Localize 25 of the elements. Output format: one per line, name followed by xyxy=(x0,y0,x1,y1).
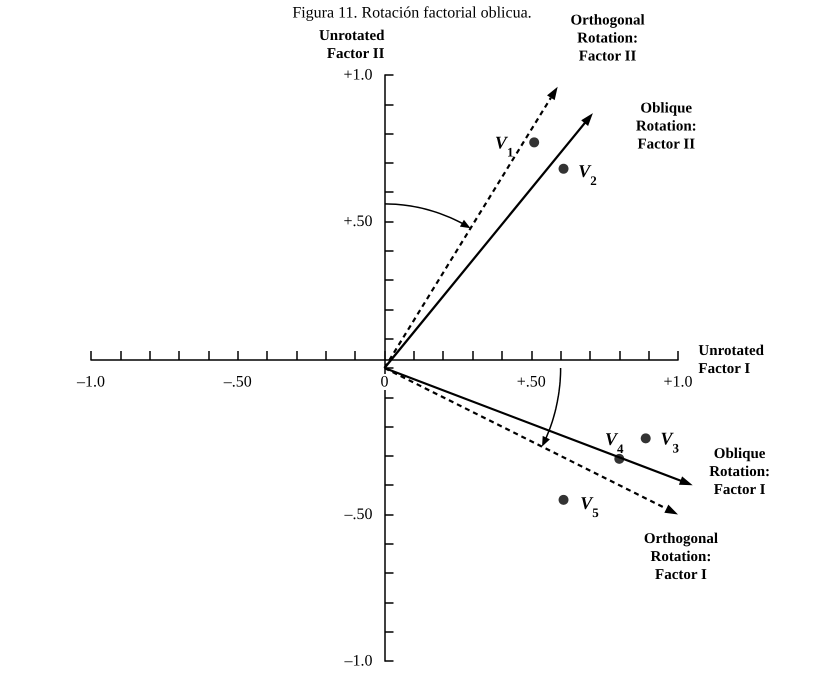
x-tick-label: 0 xyxy=(380,374,388,390)
annotation: V$_{4}$ xyxy=(605,428,624,456)
x-tick-label: +.50 xyxy=(516,374,546,390)
annotation: Orthogonal Rotation: Factor I xyxy=(644,531,718,584)
point xyxy=(640,433,651,444)
annotation: V$_{5}$ xyxy=(580,492,600,520)
point xyxy=(529,137,540,148)
chart-title: Figura 11. Rotación factorial oblicua. xyxy=(292,4,532,22)
annotation: Oblique Rotation: Factor II xyxy=(636,100,697,152)
y-tick-label: +1.0 xyxy=(343,66,372,84)
x-tick-label: +1.0 xyxy=(663,374,693,390)
y-tick-label: +.50 xyxy=(343,213,372,230)
annotation: V$_{1}$ xyxy=(494,132,514,159)
point xyxy=(558,494,569,505)
x-tick-label: –.50 xyxy=(222,374,252,390)
y-tick-label: –1.0 xyxy=(344,652,372,670)
annotation: V$_{2}$ xyxy=(578,160,597,188)
point xyxy=(558,164,569,174)
annotation: V$_{3}$ xyxy=(660,428,680,455)
y-tick-label: –.50 xyxy=(344,506,372,523)
y-axis-title: Unrotated Factor II xyxy=(318,28,386,62)
text: Oblique Rotation: Factor I xyxy=(709,446,770,498)
text: Orthogonal Rotation: Factor II xyxy=(570,12,645,65)
x-axis-title: Unrotated Factor I xyxy=(698,343,765,377)
x-tick-label: –1.0 xyxy=(76,374,105,390)
